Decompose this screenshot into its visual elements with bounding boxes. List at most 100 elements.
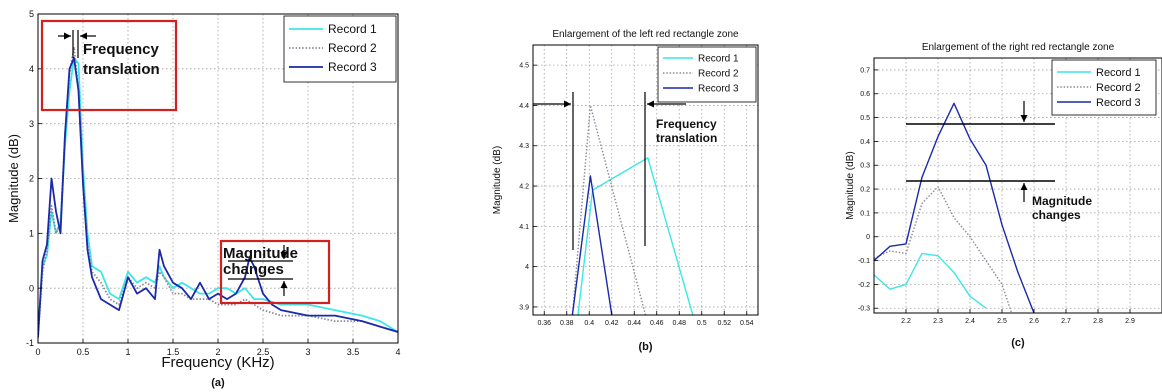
x-tick-label: 0 — [35, 347, 40, 357]
x-tick-label: 0.38 — [560, 320, 574, 327]
caption: (c) — [1011, 337, 1025, 349]
panel-c: 2.2 2.3 2.4 2.5 2.6 2.7 2.8 2.9 -0.3 -0.2 -0.1 0 0.1… — [845, 42, 1162, 349]
legend-box — [1051, 59, 1157, 116]
x-tick-label: 2.5 — [997, 318, 1007, 325]
legend-label: Record 1 — [328, 22, 377, 36]
series-line-record-2 — [874, 185, 1013, 313]
legend-label: Record 2 — [1096, 82, 1141, 94]
y-tick-label: 0.1 — [860, 210, 870, 217]
y-axis-label: Magnitude (dB) — [845, 151, 856, 219]
x-tick-label: 2.3 — [933, 318, 943, 325]
x-tick-label: 0.46 — [650, 320, 664, 327]
y-tick-label: 0.6 — [860, 91, 870, 98]
x-tick-label: 2.2 — [901, 318, 911, 325]
y-tick-label: 0 — [866, 234, 870, 241]
arrow-left-head — [80, 32, 87, 40]
annotation-magnitude-changes-1: Magnitude — [223, 245, 298, 262]
legend-box — [283, 15, 397, 83]
y-tick-label: -1 — [26, 338, 34, 348]
y-tick-label: -0.2 — [858, 282, 870, 289]
annotation-magnitude-changes-2: changes — [1032, 208, 1081, 222]
y-axis-label: Magnitude (dB) — [6, 134, 21, 223]
x-tick-label: 0.44 — [627, 320, 641, 327]
y-tick-label: 4.1 — [519, 224, 529, 231]
series-line-record-2 — [38, 46, 398, 338]
legend-label: Record 3 — [328, 60, 377, 74]
x-tick-label: 2.7 — [1061, 318, 1071, 325]
y-tick-label: 2 — [29, 174, 34, 184]
x-tick-label: 0.4 — [584, 320, 594, 327]
y-tick-label: 4.3 — [519, 143, 529, 150]
x-axis-label: Frequency (KHz) — [161, 354, 274, 371]
arrow-right-head — [564, 100, 571, 108]
highlight-rectangle-right — [219, 239, 331, 305]
x-tick-label: 1 — [125, 347, 130, 357]
arrow-up-head — [1020, 183, 1028, 190]
series-line-record-3 — [38, 57, 398, 338]
series-line-record-3 — [874, 102, 1035, 313]
caption: (a) — [211, 377, 225, 389]
arrow-up-head — [280, 281, 288, 288]
arrow-down-head — [1020, 115, 1028, 122]
y-tick-label: 4.5 — [519, 63, 529, 70]
x-tick-label: 3 — [305, 347, 310, 357]
panel-b: 0.36 0.38 0.4 0.42 0.44 0.46 0.48 0.5 0.52 0.54 3.… — [492, 29, 759, 353]
series-line-record-2 — [571, 104, 647, 315]
x-tick-label: 4 — [395, 347, 400, 357]
x-tick-label: 2.4 — [965, 318, 975, 325]
series-line-record-1 — [577, 157, 694, 315]
x-tick-label: 0.5 — [77, 347, 90, 357]
x-tick-label: 0.36 — [537, 320, 551, 327]
caption: (b) — [638, 341, 652, 353]
y-tick-label: 3.9 — [519, 304, 529, 311]
arrow-right-head — [64, 32, 71, 40]
y-tick-label: 0 — [29, 283, 34, 293]
x-tick-label: 2 — [215, 347, 220, 357]
y-tick-label: 0.7 — [860, 67, 870, 74]
chart-title: Enlargement of the left red rectangle zo… — [552, 29, 739, 40]
y-tick-label: -0.1 — [858, 258, 870, 265]
annotation-frequency-translation-1: Frequency — [83, 41, 160, 58]
annotation-magnitude-changes-2: changes — [223, 261, 284, 278]
y-tick-label: 1 — [29, 228, 34, 238]
y-tick-label: 5 — [29, 9, 34, 19]
axes-frame — [532, 44, 759, 316]
y-tick-label: 3 — [29, 119, 34, 129]
annotation-frequency-translation-2: translation — [83, 61, 160, 78]
highlight-rectangle-left — [40, 19, 178, 112]
x-tick-label: 2.8 — [1093, 318, 1103, 325]
y-tick-label: 4 — [525, 264, 529, 271]
y-tick-label: 0.5 — [860, 115, 870, 122]
x-tick-label: 2.6 — [1029, 318, 1039, 325]
x-tick-label: 2.5 — [257, 347, 270, 357]
series-line-record-1 — [874, 252, 987, 309]
y-tick-label: 0.2 — [860, 187, 870, 194]
x-tick-label: 0.5 — [697, 320, 707, 327]
legend-label: Record 2 — [698, 69, 739, 80]
x-tick-label: 3.5 — [347, 347, 360, 357]
legend-label: Record 3 — [1096, 97, 1141, 109]
x-tick-label: 0.52 — [717, 320, 731, 327]
x-tick-label: 2.9 — [1125, 318, 1135, 325]
annotation-frequency-translation-1: Frequency — [656, 117, 717, 131]
y-tick-label: 0.3 — [860, 163, 870, 170]
legend-label: Record 1 — [698, 54, 739, 65]
legend-box — [657, 46, 757, 103]
legend-label: Record 1 — [1096, 67, 1141, 79]
annotation-frequency-translation-2: translation — [656, 131, 717, 145]
x-tick-label: 0.42 — [605, 320, 619, 327]
y-axis-label: Magnitude (dB) — [492, 146, 503, 214]
y-tick-label: 4.4 — [519, 103, 529, 110]
y-tick-label: 0.4 — [860, 139, 870, 146]
x-tick-label: 0.48 — [672, 320, 686, 327]
axes-frame — [873, 57, 1162, 314]
x-tick-label: 0.54 — [740, 320, 754, 327]
x-tick-label: 1.5 — [167, 347, 180, 357]
chart-title: Enlargement of the right red rectangle z… — [922, 42, 1115, 53]
legend-label: Record 3 — [698, 84, 739, 95]
arrow-left-head — [647, 100, 654, 108]
legend-label: Record 2 — [328, 41, 377, 55]
arrow-down-head — [280, 252, 288, 259]
